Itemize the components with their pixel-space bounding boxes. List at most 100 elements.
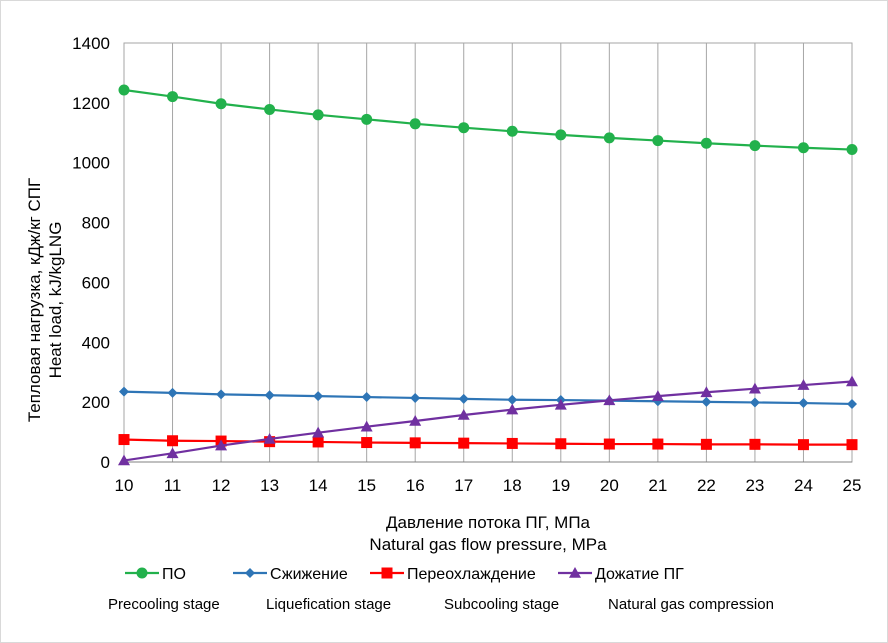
x-axis-title-line2: Natural gas flow pressure, MPa xyxy=(369,535,607,554)
series-0 xyxy=(118,84,858,156)
data-point xyxy=(264,103,276,115)
data-point xyxy=(313,391,324,402)
x-tick-label: 15 xyxy=(357,476,376,495)
x-tick-label: 20 xyxy=(600,476,619,495)
x-tick-label: 19 xyxy=(551,476,570,495)
data-point xyxy=(652,438,664,450)
data-point xyxy=(700,386,713,398)
series-line xyxy=(123,390,853,406)
x-tick-label: 22 xyxy=(697,476,716,495)
data-point xyxy=(603,132,615,144)
data-point xyxy=(797,379,810,390)
data-point xyxy=(215,98,227,110)
legend-sublabel: Liquefication stage xyxy=(266,596,391,613)
data-point xyxy=(797,142,809,154)
legend-marker xyxy=(569,567,581,578)
series-2 xyxy=(118,434,858,451)
data-point xyxy=(701,396,712,407)
data-point xyxy=(166,447,179,459)
series-line xyxy=(123,380,853,462)
x-tick-label: 11 xyxy=(164,476,182,495)
data-point xyxy=(798,398,809,409)
legend-marker xyxy=(136,567,148,579)
data-point xyxy=(312,109,324,121)
data-point xyxy=(409,414,422,426)
x-tick-label: 10 xyxy=(115,476,134,495)
x-tick-label: 18 xyxy=(503,476,522,495)
series-1 xyxy=(119,386,857,409)
data-point xyxy=(749,397,760,408)
data-point xyxy=(749,140,761,152)
data-point xyxy=(847,398,857,409)
data-point xyxy=(846,439,858,451)
data-point xyxy=(506,403,519,415)
data-point xyxy=(167,91,179,103)
series-lines xyxy=(118,84,858,466)
x-tick-label: 12 xyxy=(212,476,231,495)
data-point xyxy=(118,84,130,96)
data-point xyxy=(555,438,567,450)
data-point xyxy=(797,439,809,451)
data-point xyxy=(651,390,664,401)
data-point xyxy=(264,390,275,401)
data-point xyxy=(700,438,712,450)
data-point xyxy=(603,394,616,406)
data-point xyxy=(360,420,373,432)
data-point xyxy=(215,439,228,451)
data-point xyxy=(458,393,469,404)
y-tick-label: 1400 xyxy=(72,34,110,53)
axes xyxy=(123,42,853,463)
data-point xyxy=(457,409,470,420)
data-point xyxy=(410,392,421,403)
legend-sublabel: Precooling stage xyxy=(108,596,220,613)
data-point xyxy=(554,398,567,410)
data-point xyxy=(263,432,276,444)
y-axis-title-line1: Тепловая нагрузка, кДж/кг СПГ xyxy=(25,178,44,422)
data-point xyxy=(458,437,470,449)
series-3 xyxy=(118,375,858,466)
x-axis-title-line1: Давление потока ПГ, МПа xyxy=(386,513,591,532)
x-tick-label: 16 xyxy=(406,476,425,495)
data-point xyxy=(361,113,373,125)
data-point xyxy=(361,437,373,449)
data-point xyxy=(700,137,712,149)
series-line xyxy=(123,88,853,151)
x-tick-label: 21 xyxy=(648,476,667,495)
data-point xyxy=(846,144,858,156)
data-point xyxy=(409,118,421,130)
x-tick-label: 14 xyxy=(309,476,328,495)
data-point xyxy=(507,394,518,405)
data-point xyxy=(361,392,372,403)
legend-sublabel: Natural gas compression xyxy=(608,596,774,613)
y-tick-label: 600 xyxy=(82,273,110,292)
y-tick-label: 800 xyxy=(82,214,110,233)
data-point xyxy=(555,129,567,141)
data-point xyxy=(167,387,178,398)
y-tick-label: 1200 xyxy=(72,94,110,113)
legend-item-1: Сжижение Liquefication stage xyxy=(233,566,391,613)
data-point xyxy=(167,435,179,447)
x-tick-label: 25 xyxy=(843,476,862,495)
x-tick-label: 17 xyxy=(454,476,473,495)
data-point xyxy=(458,122,470,134)
legend-label: Сжижение xyxy=(270,566,348,583)
y-tick-label: 1000 xyxy=(72,154,110,173)
x-tick-label: 13 xyxy=(260,476,279,495)
legend-marker xyxy=(381,567,393,579)
data-point xyxy=(506,125,518,137)
legend-item-2: Переохлаждение Subcooling stage xyxy=(370,566,559,613)
data-point xyxy=(216,389,227,400)
data-point xyxy=(312,436,324,448)
legend-item-0: ПО Precooling stage xyxy=(108,566,220,613)
legend-label: Переохлаждение xyxy=(407,566,536,583)
data-point xyxy=(119,386,129,397)
legend-marker xyxy=(245,568,255,578)
data-point xyxy=(652,135,664,147)
data-point xyxy=(409,437,421,449)
tick-labels: 0 200 400 600 800 1000 1200 1400 10 11 12 13 14 15 16 1… xyxy=(72,34,861,495)
data-point xyxy=(749,438,761,450)
legend: ПО Precooling stage Сжижение Liquefication … xyxy=(108,566,774,613)
data-point xyxy=(118,434,130,446)
